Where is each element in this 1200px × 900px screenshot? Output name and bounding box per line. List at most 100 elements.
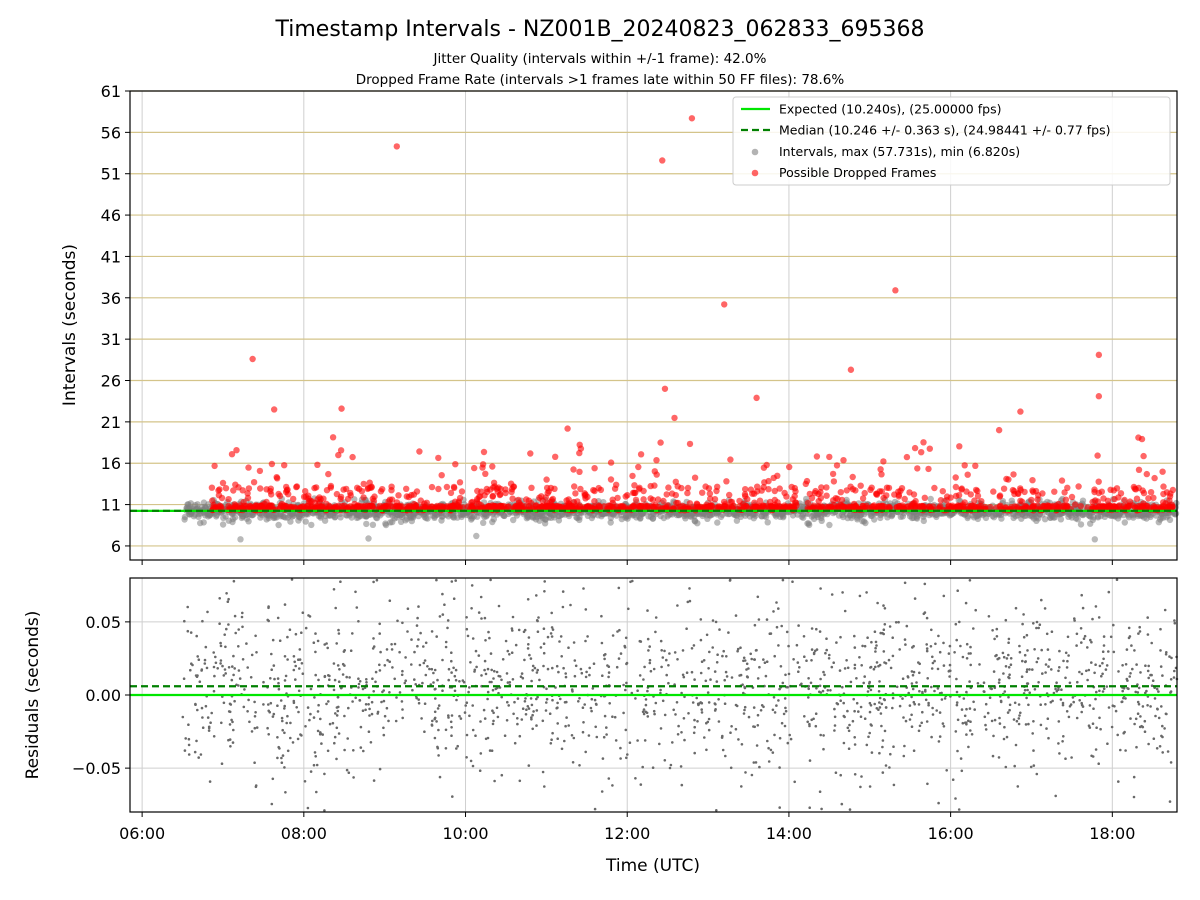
residual-point: [212, 665, 216, 669]
residual-point: [292, 668, 296, 672]
residual-point: [483, 659, 487, 663]
residual-point: [1093, 671, 1096, 675]
residual-point: [925, 647, 929, 650]
residual-point: [451, 795, 454, 798]
dropped-frame-point: [873, 490, 881, 497]
interval-point: [348, 514, 355, 521]
residual-point: [465, 756, 468, 759]
residual-point: [1048, 658, 1051, 661]
residual-point: [1021, 622, 1024, 626]
residual-point: [605, 726, 608, 729]
residual-point: [1038, 623, 1042, 626]
residual-point: [984, 702, 988, 706]
residual-point: [1135, 663, 1138, 666]
residual-point: [500, 678, 503, 682]
residual-point: [925, 616, 929, 620]
interval-point: [480, 519, 487, 526]
residual-point: [941, 722, 945, 725]
residual-point: [378, 669, 382, 672]
residual-point: [857, 710, 860, 713]
dropped-frame-point: [584, 503, 591, 510]
residual-point: [942, 664, 946, 667]
residual-point: [204, 645, 208, 649]
interval-point: [725, 510, 732, 518]
dropped-frame-point: [660, 497, 667, 505]
residual-point: [573, 674, 577, 678]
interval-point: [607, 514, 615, 521]
dropped-frame-point: [813, 453, 821, 460]
residual-point: [541, 770, 545, 774]
residual-point: [590, 697, 594, 701]
intervals-y-tick-label: 56: [101, 123, 121, 142]
residual-point: [841, 685, 844, 689]
residual-point: [728, 578, 732, 582]
interval-point: [625, 512, 632, 520]
dropped-frame-point: [850, 500, 858, 508]
residual-point: [543, 590, 546, 593]
residual-point: [385, 706, 389, 710]
residual-point: [493, 779, 496, 783]
dropped-frame-point: [1017, 408, 1024, 415]
residual-point: [942, 725, 946, 728]
interval-point: [366, 511, 373, 518]
dropped-frame-point: [403, 493, 410, 500]
residual-point: [954, 622, 958, 626]
residual-point: [348, 676, 351, 679]
residual-point: [910, 682, 914, 685]
dropped-frame-point: [1115, 494, 1122, 501]
residual-point: [800, 682, 803, 686]
interval-point: [337, 514, 344, 521]
residual-point: [627, 607, 630, 611]
residual-point: [1138, 625, 1141, 629]
residual-point: [422, 645, 425, 648]
residual-point: [314, 650, 317, 654]
interval-point: [885, 511, 892, 518]
residual-point: [536, 668, 539, 672]
dropped-frame-point: [629, 472, 636, 480]
residual-point: [773, 733, 776, 737]
residual-point: [280, 756, 283, 760]
residual-point: [230, 718, 233, 722]
residual-point: [955, 701, 959, 704]
residual-point: [863, 675, 866, 678]
residual-point: [438, 615, 442, 618]
dropped-frame-point: [764, 502, 771, 509]
residual-point: [1062, 659, 1065, 663]
residual-point: [467, 690, 470, 694]
residual-point: [924, 698, 928, 702]
residual-point: [193, 750, 197, 754]
residual-point: [884, 764, 888, 767]
residual-point: [466, 634, 470, 638]
dropped-frame-point: [661, 385, 669, 392]
residual-point: [1002, 737, 1006, 741]
residual-point: [520, 672, 524, 675]
residual-point: [249, 676, 253, 679]
residual-point: [754, 761, 758, 764]
residual-point: [232, 728, 235, 732]
residual-point: [1033, 688, 1037, 691]
residual-point: [398, 691, 402, 694]
residual-point: [648, 658, 652, 662]
dropped-frame-point: [1138, 435, 1146, 443]
chart-legend: Expected (10.240s), (25.00000 fps) Media…: [732, 96, 1171, 186]
residual-point: [510, 627, 514, 630]
dropped-frame-point: [528, 484, 535, 491]
dropped-frame-point: [337, 447, 345, 454]
residual-point: [859, 785, 862, 789]
dropped-frame-point: [939, 488, 946, 495]
residual-point: [488, 749, 492, 752]
residual-point: [475, 665, 478, 669]
residual-point: [181, 715, 185, 719]
residual-point: [465, 733, 469, 737]
residual-point: [937, 801, 940, 805]
residual-point: [227, 666, 231, 669]
residual-point: [829, 689, 832, 692]
residual-point: [526, 647, 530, 650]
interval-point: [295, 517, 302, 524]
residual-point: [968, 579, 972, 582]
residual-point: [1071, 696, 1075, 699]
residual-point: [868, 731, 871, 735]
dropped-frame-point: [482, 470, 489, 477]
dropped-frame-point: [527, 450, 534, 457]
residual-point: [197, 658, 201, 661]
